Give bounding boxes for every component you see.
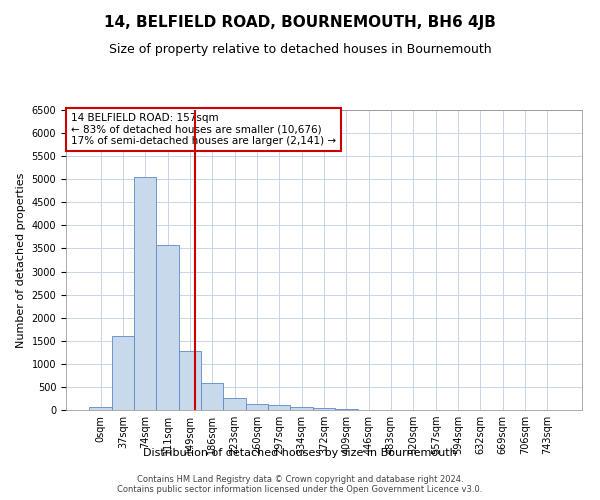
- Text: Contains public sector information licensed under the Open Government Licence v3: Contains public sector information licen…: [118, 486, 482, 494]
- Bar: [112, 336, 134, 410]
- Text: 14 BELFIELD ROAD: 157sqm
← 83% of detached houses are smaller (10,676)
17% of se: 14 BELFIELD ROAD: 157sqm ← 83% of detach…: [71, 113, 336, 146]
- Bar: [268, 405, 290, 410]
- Text: 14, BELFIELD ROAD, BOURNEMOUTH, BH6 4JB: 14, BELFIELD ROAD, BOURNEMOUTH, BH6 4JB: [104, 15, 496, 30]
- Text: Contains HM Land Registry data © Crown copyright and database right 2024.: Contains HM Land Registry data © Crown c…: [137, 476, 463, 484]
- Bar: [89, 407, 112, 410]
- Bar: [179, 351, 201, 410]
- Bar: [134, 177, 157, 410]
- Bar: [290, 407, 313, 410]
- Bar: [223, 398, 246, 410]
- Text: Size of property relative to detached houses in Bournemouth: Size of property relative to detached ho…: [109, 42, 491, 56]
- Y-axis label: Number of detached properties: Number of detached properties: [16, 172, 26, 348]
- Bar: [201, 383, 223, 410]
- Bar: [313, 408, 335, 410]
- Bar: [246, 404, 268, 410]
- Bar: [157, 245, 179, 410]
- Text: Distribution of detached houses by size in Bournemouth: Distribution of detached houses by size …: [143, 448, 457, 458]
